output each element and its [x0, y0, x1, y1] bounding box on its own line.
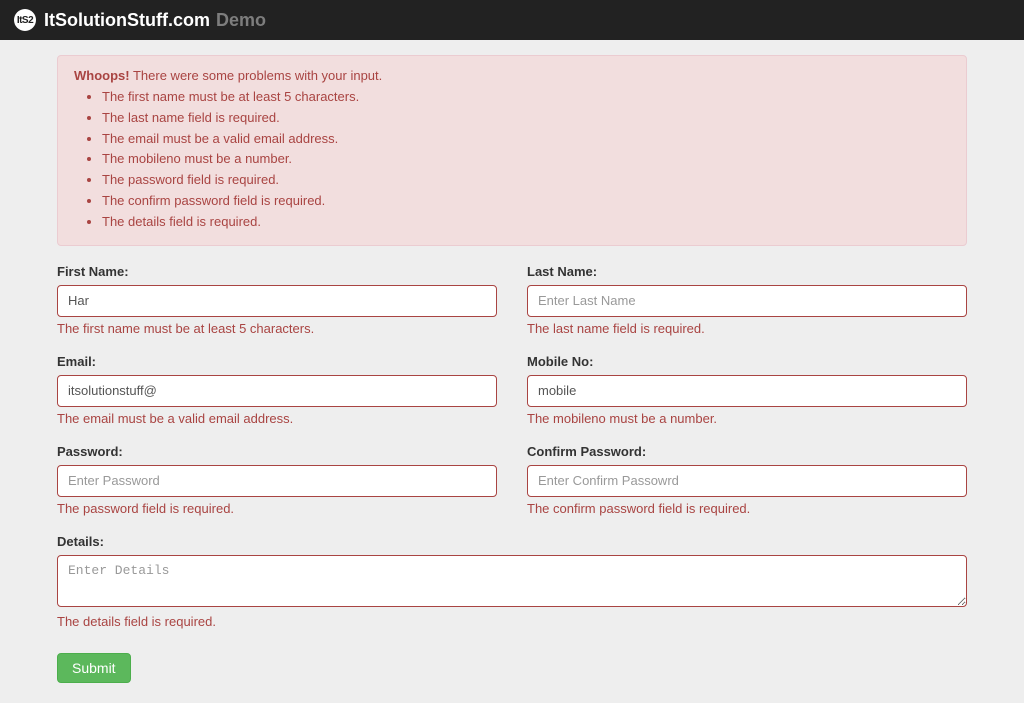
alert-error-item: The email must be a valid email address.: [102, 129, 950, 150]
email-label: Email:: [57, 354, 497, 369]
password-error: The password field is required.: [57, 501, 497, 516]
mobile-group: Mobile No: The mobileno must be a number…: [527, 354, 967, 426]
email-group: Email: The email must be a valid email a…: [57, 354, 497, 426]
alert-message: There were some problems with your input…: [133, 68, 382, 83]
confirm-password-label: Confirm Password:: [527, 444, 967, 459]
validation-alert: Whoops! There were some problems with yo…: [57, 55, 967, 246]
mobile-label: Mobile No:: [527, 354, 967, 369]
alert-error-item: The details field is required.: [102, 212, 950, 233]
password-label: Password:: [57, 444, 497, 459]
password-input[interactable]: [57, 465, 497, 497]
alert-error-list: The first name must be at least 5 charac…: [74, 87, 950, 233]
brand-site-name: ItSolutionStuff.com: [44, 10, 210, 31]
last-name-error: The last name field is required.: [527, 321, 967, 336]
submit-button[interactable]: Submit: [57, 653, 131, 683]
last-name-group: Last Name: The last name field is requir…: [527, 264, 967, 336]
first-name-error: The first name must be at least 5 charac…: [57, 321, 497, 336]
alert-error-item: The confirm password field is required.: [102, 191, 950, 212]
mobile-input[interactable]: [527, 375, 967, 407]
details-input[interactable]: [57, 555, 967, 607]
main-container: Whoops! There were some problems with yo…: [57, 40, 967, 703]
first-name-input[interactable]: [57, 285, 497, 317]
first-name-group: First Name: The first name must be at le…: [57, 264, 497, 336]
confirm-password-error: The confirm password field is required.: [527, 501, 967, 516]
brand-logo: ItS2: [14, 9, 36, 31]
details-error: The details field is required.: [57, 614, 967, 629]
email-input[interactable]: [57, 375, 497, 407]
alert-error-item: The last name field is required.: [102, 108, 950, 129]
last-name-input[interactable]: [527, 285, 967, 317]
details-label: Details:: [57, 534, 967, 549]
first-name-label: First Name:: [57, 264, 497, 279]
details-group: Details: The details field is required.: [57, 534, 967, 629]
alert-heading: Whoops!: [74, 68, 130, 83]
brand-page-name: Demo: [216, 10, 266, 31]
alert-error-item: The password field is required.: [102, 170, 950, 191]
password-group: Password: The password field is required…: [57, 444, 497, 516]
navbar: ItS2 ItSolutionStuff.com Demo: [0, 0, 1024, 40]
alert-error-item: The first name must be at least 5 charac…: [102, 87, 950, 108]
confirm-password-input[interactable]: [527, 465, 967, 497]
last-name-label: Last Name:: [527, 264, 967, 279]
confirm-password-group: Confirm Password: The confirm password f…: [527, 444, 967, 516]
email-error: The email must be a valid email address.: [57, 411, 497, 426]
alert-error-item: The mobileno must be a number.: [102, 149, 950, 170]
mobile-error: The mobileno must be a number.: [527, 411, 967, 426]
